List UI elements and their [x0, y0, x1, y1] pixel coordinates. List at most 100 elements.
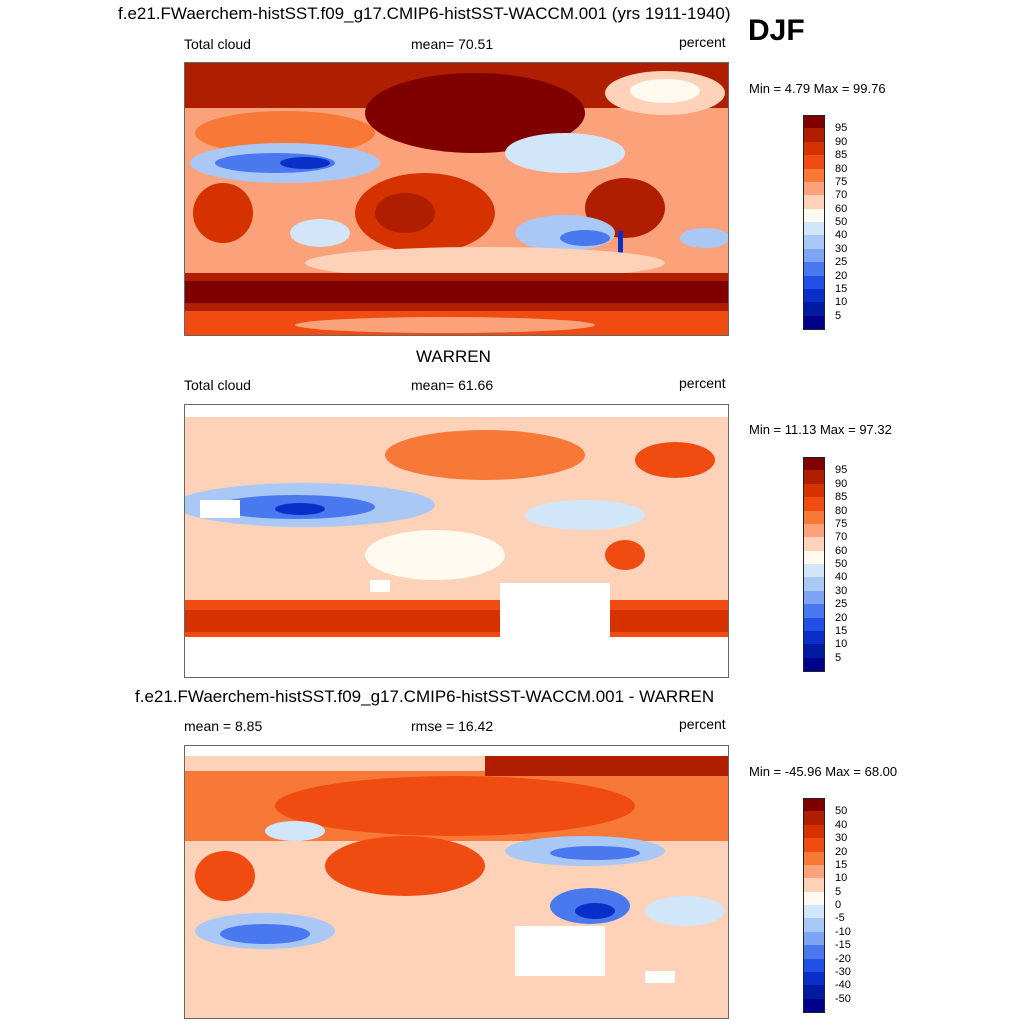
- colorbar-tick-label: 90: [835, 477, 848, 490]
- colorbar-tick-label: -40: [835, 979, 851, 992]
- colorbar-swatch: [803, 457, 825, 471]
- colorbar-tick-label: 50: [835, 216, 848, 228]
- panel-1-map: [184, 62, 729, 336]
- colorbar-tick-label: 40: [835, 571, 848, 584]
- colorbar-swatch: [803, 155, 825, 169]
- colorbar-swatch: [803, 483, 825, 498]
- panel-2-colorbar: 95 90 85 80 75 70 60 50 40 30 25 20 15 10 5: [803, 457, 863, 672]
- colorbar-swatch: [803, 470, 825, 485]
- colorbar-swatch: [803, 931, 825, 946]
- colorbar-tick-label: 30: [835, 832, 848, 845]
- colorbar-tick-label: 95: [835, 122, 848, 135]
- colorbar-tick-label: 25: [835, 598, 848, 611]
- colorbar-tick-label: 85: [835, 491, 848, 504]
- colorbar-tick-label: -10: [835, 925, 851, 938]
- colorbar-tick-label: 15: [835, 858, 848, 871]
- colorbar-tick-label: 0: [835, 899, 842, 911]
- panel-2-contour-field: [185, 405, 728, 677]
- colorbar-tick-label: 50: [835, 805, 848, 818]
- colorbar-swatch: [803, 168, 825, 183]
- colorbar-swatch: [803, 262, 825, 276]
- colorbar-tick-label: -20: [835, 952, 851, 965]
- colorbar-swatch: [803, 851, 825, 866]
- panel-1-units-label: percent: [679, 34, 726, 50]
- colorbar-swatch: [803, 523, 825, 538]
- colorbar-swatch: [803, 891, 825, 906]
- colorbar-tick-label: 85: [835, 149, 848, 162]
- colorbar-tick-label: 20: [835, 611, 848, 624]
- colorbar-tick-label: 10: [835, 638, 848, 651]
- colorbar-swatch: [803, 497, 825, 511]
- colorbar-swatch: [803, 945, 825, 959]
- colorbar-swatch: [803, 275, 825, 290]
- colorbar-swatch: [803, 550, 825, 565]
- colorbar-tick-label: 15: [835, 282, 848, 295]
- panel-3-minmax: Min = -45.96 Max = 68.00: [749, 764, 898, 779]
- colorbar-tick-label: 5: [835, 651, 842, 664]
- colorbar-tick-label: 5: [835, 885, 842, 898]
- colorbar-tick-label: 40: [835, 818, 848, 831]
- colorbar-swatch: [803, 577, 825, 592]
- colorbar-swatch: [803, 537, 825, 552]
- colorbar-tick-label: -5: [835, 912, 845, 925]
- panel-1-contour-field: [185, 63, 728, 335]
- colorbar-tick-label: -30: [835, 965, 851, 978]
- colorbar-tick-label: 75: [835, 517, 848, 530]
- colorbar-tick-label: 60: [835, 544, 848, 557]
- colorbar-swatch: [803, 998, 825, 1013]
- colorbar-swatch: [803, 985, 825, 1000]
- panel-3-units-label: percent: [679, 716, 726, 732]
- colorbar-swatch: [803, 195, 825, 210]
- colorbar-tick-label: 30: [835, 584, 848, 597]
- colorbar-tick-label: 70: [835, 531, 848, 544]
- colorbar-tick-label: 80: [835, 504, 848, 517]
- season-label: DJF: [748, 14, 805, 47]
- colorbar-tick-label: 10: [835, 872, 848, 885]
- panel-3-map: [184, 745, 729, 1019]
- panel-2-variable-label: Total cloud: [184, 377, 251, 393]
- colorbar-tick-label: 15: [835, 624, 848, 637]
- colorbar-swatch: [803, 128, 825, 143]
- colorbar-tick-label: 95: [835, 464, 848, 477]
- colorbar-tick-label: 80: [835, 162, 848, 175]
- colorbar-tick-label: 90: [835, 135, 848, 148]
- colorbar-tick-label: 50: [835, 558, 848, 570]
- colorbar-swatch: [803, 838, 825, 852]
- colorbar-swatch: [803, 824, 825, 839]
- panel-1-variable-label: Total cloud: [184, 36, 251, 52]
- colorbar-swatch: [803, 141, 825, 156]
- colorbar-tick-label: 60: [835, 202, 848, 215]
- panel-1-minmax: Min = 4.79 Max = 99.76: [749, 81, 886, 96]
- colorbar-swatch: [803, 222, 825, 236]
- colorbar-tick-label: -50: [835, 992, 851, 1005]
- colorbar-tick-label: 25: [835, 256, 848, 269]
- panel-2-map: [184, 404, 729, 678]
- colorbar-swatch: [803, 918, 825, 933]
- colorbar-swatch: [803, 590, 825, 605]
- colorbar-tick-label: 30: [835, 242, 848, 255]
- panel-2-minmax: Min = 11.13 Max = 97.32: [749, 422, 892, 437]
- colorbar-swatch: [803, 644, 825, 659]
- colorbar-swatch: [803, 564, 825, 578]
- colorbar-swatch: [803, 905, 825, 919]
- panel-1-colorbar: 95 90 85 80 75 70 60 50 40 30 25 20 15 10 5: [803, 115, 863, 330]
- colorbar-swatch: [803, 630, 825, 645]
- colorbar-tick-label: 5: [835, 309, 842, 322]
- colorbar-tick-label: 40: [835, 229, 848, 242]
- panel-3-colorbar: 50 40 30 20 15 10 5 0 -5 -10 -15 -20 -30 -40 -50: [803, 798, 863, 1013]
- colorbar-swatch: [803, 811, 825, 826]
- colorbar-swatch: [803, 878, 825, 893]
- colorbar-tick-label: 70: [835, 189, 848, 202]
- colorbar-swatch: [803, 798, 825, 812]
- colorbar-swatch: [803, 208, 825, 223]
- panel-3-rmse-label: rmse = 16.42: [411, 718, 494, 734]
- colorbar-tick-label: 20: [835, 269, 848, 282]
- colorbar-tick-label: 75: [835, 175, 848, 188]
- colorbar-swatch: [803, 864, 825, 879]
- colorbar-swatch: [803, 248, 825, 263]
- panel-2-units-label: percent: [679, 375, 726, 391]
- colorbar-tick-label: -15: [835, 939, 851, 952]
- colorbar-tick-label: 20: [835, 845, 848, 858]
- colorbar-swatch: [803, 181, 825, 196]
- panel-2-title: WARREN: [416, 347, 491, 366]
